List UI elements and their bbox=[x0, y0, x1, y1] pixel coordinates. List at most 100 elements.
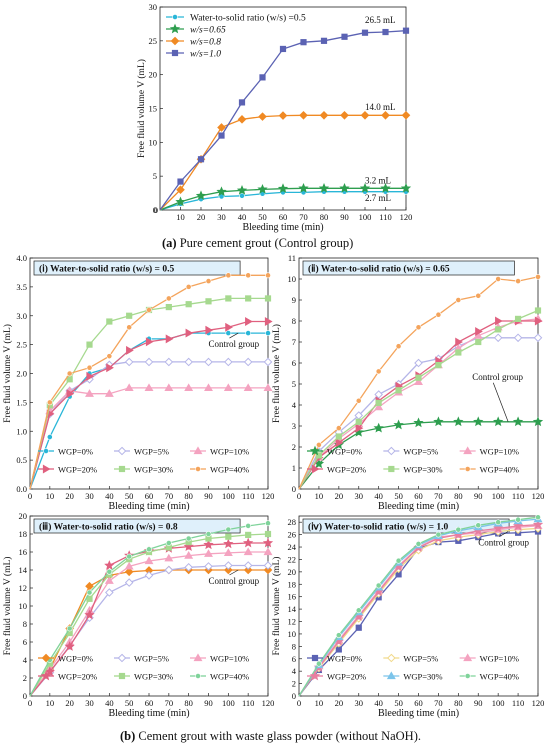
legend-swatch-marker bbox=[463, 446, 473, 455]
data-point bbox=[320, 37, 328, 44]
x-tick-label: 40 bbox=[105, 698, 114, 708]
y-tick-label: 12 bbox=[288, 617, 297, 627]
y-tick-label: 14 bbox=[288, 604, 297, 614]
data-point bbox=[512, 520, 524, 531]
y-tick-label: 12 bbox=[19, 583, 28, 593]
series-line bbox=[298, 318, 539, 490]
data-point bbox=[532, 416, 544, 427]
data-point bbox=[185, 301, 192, 308]
legend-swatch-marker bbox=[117, 446, 127, 456]
x-tick-label: 70 bbox=[434, 698, 443, 708]
y-tick-label: 9 bbox=[292, 295, 296, 305]
y-tick-label: 1.0 bbox=[16, 426, 27, 436]
data-point bbox=[66, 625, 73, 632]
data-point bbox=[225, 526, 232, 533]
data-point bbox=[361, 29, 369, 36]
y-axis-label: Free fluid volume V (mL) bbox=[271, 557, 282, 656]
data-point bbox=[299, 110, 308, 120]
legend-label: WGP=0% bbox=[327, 654, 362, 664]
x-tick-label: 50 bbox=[258, 212, 267, 222]
data-point bbox=[265, 520, 271, 527]
data-point bbox=[535, 514, 541, 521]
data-point bbox=[335, 425, 342, 431]
legend-label: WGP=30% bbox=[134, 672, 173, 682]
y-tick-label: 8 bbox=[292, 316, 296, 326]
x-tick-label: 50 bbox=[125, 491, 134, 501]
x-tick-label: 70 bbox=[165, 698, 174, 708]
x-tick-label: 70 bbox=[165, 491, 174, 501]
data-point bbox=[373, 422, 384, 433]
legend-swatch-marker bbox=[118, 465, 126, 473]
y-tick-label: 22 bbox=[288, 554, 297, 564]
series-5 bbox=[29, 520, 271, 697]
x-axis-label: Bleeding time (min) bbox=[108, 501, 189, 512]
data-point bbox=[164, 357, 174, 367]
data-point bbox=[375, 368, 382, 375]
data-point bbox=[184, 357, 193, 367]
x-tick-label: 40 bbox=[105, 491, 114, 501]
data-point bbox=[165, 540, 172, 546]
data-point bbox=[414, 358, 423, 368]
data-point bbox=[225, 533, 232, 540]
data-point bbox=[66, 376, 73, 383]
data-point bbox=[106, 363, 114, 373]
x-tick-label: 50 bbox=[394, 698, 403, 708]
x-tick-label: 10 bbox=[46, 698, 55, 708]
y-tick-label: 4 bbox=[292, 666, 297, 676]
data-point bbox=[218, 132, 225, 139]
control-group-annotation: Control group bbox=[208, 576, 259, 586]
data-point bbox=[415, 541, 422, 547]
data-point bbox=[106, 318, 113, 325]
x-axis-label: Bleeding time (min) bbox=[108, 708, 189, 719]
data-point bbox=[105, 588, 114, 597]
data-point bbox=[355, 423, 364, 433]
data-point bbox=[316, 441, 322, 448]
data-point bbox=[238, 99, 246, 106]
legend-swatch-marker bbox=[40, 670, 52, 681]
y-tick-label: 20 bbox=[288, 567, 297, 577]
data-point bbox=[413, 417, 424, 428]
x-tick-label: 110 bbox=[512, 491, 524, 501]
legend-label: w/s=0.65 bbox=[190, 26, 226, 36]
x-tick-label: 0 bbox=[28, 698, 32, 708]
data-point bbox=[243, 357, 253, 367]
y-tick-label: 7 bbox=[292, 337, 296, 347]
data-point bbox=[124, 383, 134, 392]
data-point bbox=[355, 397, 362, 404]
legend-label: WGP=30% bbox=[403, 672, 442, 682]
y-tick-label: 24 bbox=[288, 542, 297, 552]
data-point bbox=[514, 315, 522, 322]
legend-swatch-marker bbox=[172, 14, 178, 20]
x-tick-label: 20 bbox=[65, 698, 74, 708]
data-point bbox=[493, 416, 504, 427]
x-tick-label: 110 bbox=[242, 698, 254, 708]
data-point bbox=[319, 110, 329, 120]
data-point bbox=[375, 399, 382, 406]
legend-swatch-marker bbox=[309, 445, 321, 456]
legend-label: WGP=40% bbox=[210, 465, 249, 475]
chart-panel-3: 0 2 4 6 8 10 12 14 16 18 20 0 10 20 30 40 50 60 70 80 90 100 1… bbox=[2, 511, 274, 719]
y-tick-label: 4 bbox=[292, 400, 297, 410]
data-point bbox=[435, 362, 442, 369]
data-point bbox=[374, 390, 383, 399]
data-point bbox=[262, 537, 274, 548]
panel-title-box bbox=[33, 518, 241, 534]
y-tick-label: 0.0 bbox=[16, 484, 27, 494]
y-axis-label: Free fluid volume V (mL) bbox=[2, 557, 13, 656]
data-point bbox=[534, 307, 542, 314]
data-point bbox=[185, 328, 194, 338]
y-tick-label: 15 bbox=[149, 104, 158, 114]
y-tick-label: 2 bbox=[292, 442, 296, 452]
series-2 bbox=[298, 314, 543, 490]
data-point bbox=[144, 571, 154, 580]
data-point bbox=[493, 333, 503, 343]
y-tick-label: 16 bbox=[19, 547, 28, 557]
legend-label: WGP=0% bbox=[58, 654, 93, 664]
data-point bbox=[184, 383, 194, 392]
data-point bbox=[453, 416, 464, 427]
legend-label: WGP=30% bbox=[403, 465, 442, 475]
data-point bbox=[237, 115, 247, 124]
data-point bbox=[225, 295, 232, 302]
data-point bbox=[144, 383, 154, 392]
data-point bbox=[146, 307, 152, 313]
